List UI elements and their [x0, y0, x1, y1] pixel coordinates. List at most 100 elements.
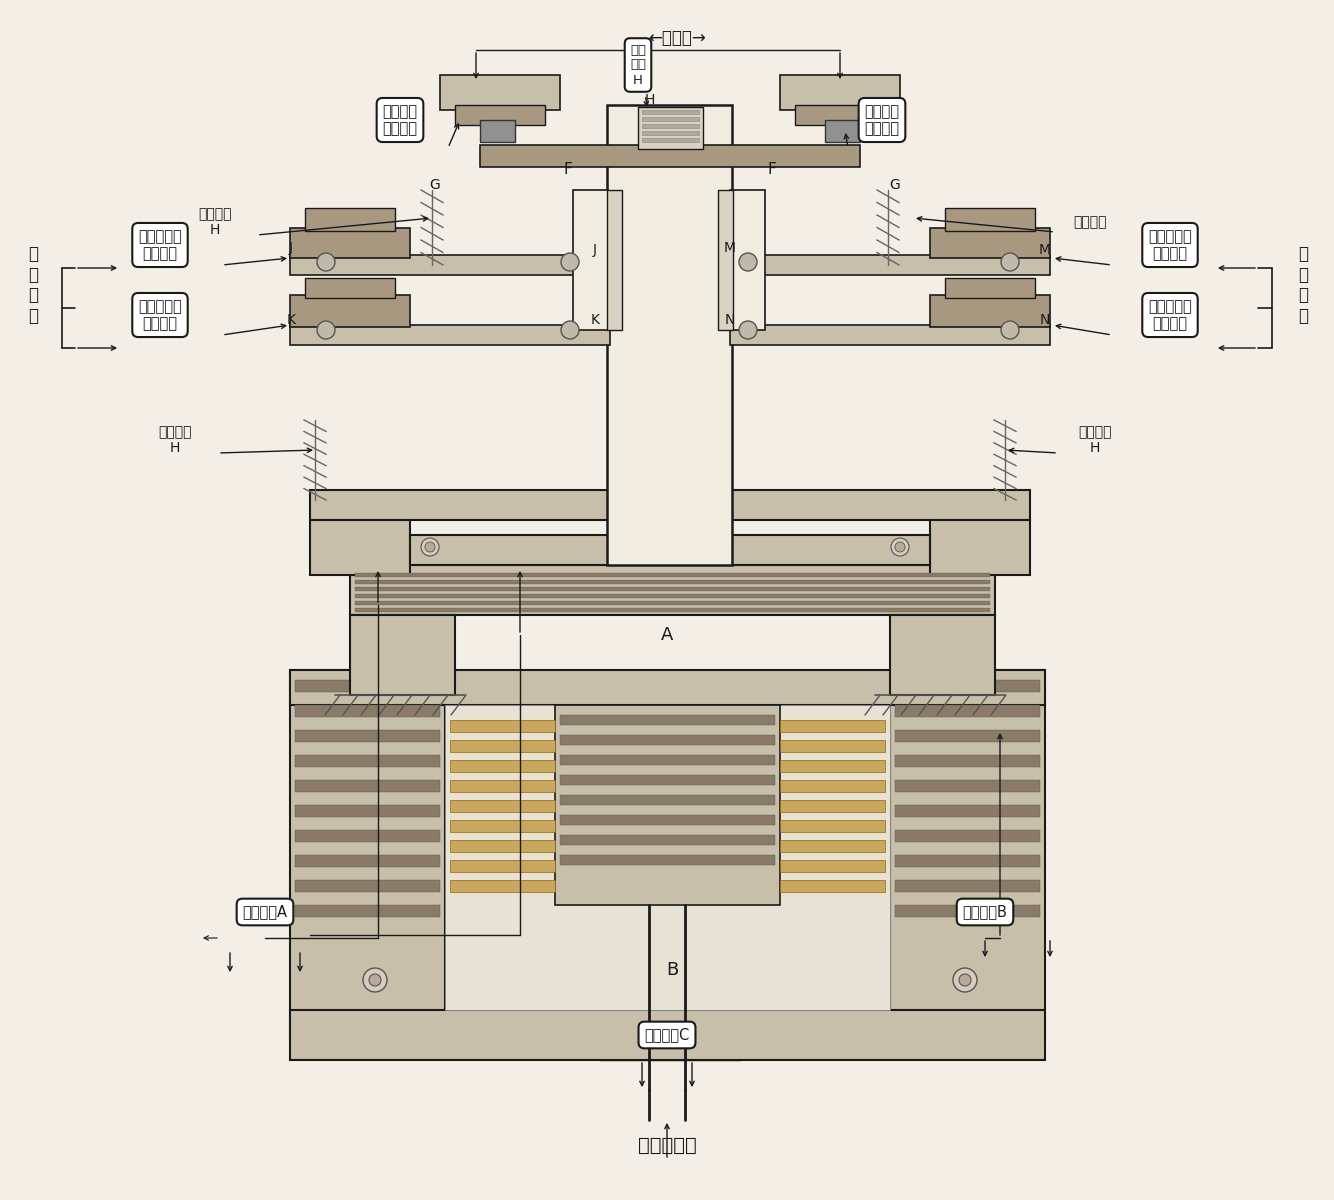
Polygon shape — [350, 565, 995, 614]
Polygon shape — [289, 254, 610, 275]
Polygon shape — [895, 680, 1041, 692]
Polygon shape — [305, 278, 395, 298]
Circle shape — [895, 542, 904, 552]
Circle shape — [959, 974, 971, 986]
Polygon shape — [780, 860, 884, 872]
Polygon shape — [350, 614, 455, 695]
Polygon shape — [780, 760, 884, 772]
Polygon shape — [895, 730, 1041, 742]
Text: 还原弹簧
H: 还原弹簧 H — [1078, 425, 1111, 455]
Polygon shape — [944, 208, 1035, 230]
Polygon shape — [824, 120, 860, 142]
Polygon shape — [355, 587, 990, 590]
Circle shape — [739, 320, 756, 338]
Polygon shape — [295, 830, 440, 842]
Text: 还原
弹簧
H: 还原 弹簧 H — [630, 43, 646, 86]
Text: F: F — [564, 162, 572, 178]
Polygon shape — [642, 110, 699, 114]
Polygon shape — [355, 601, 990, 605]
Polygon shape — [295, 680, 440, 692]
Polygon shape — [780, 780, 884, 792]
Text: M: M — [1039, 242, 1051, 257]
Text: 辅
助
触
头: 辅 助 触 头 — [1298, 245, 1309, 325]
Text: 辅助触头的
可动触头: 辅助触头的 可动触头 — [1149, 229, 1191, 262]
Polygon shape — [780, 74, 900, 110]
Text: 固定铁心B: 固定铁心B — [963, 905, 1007, 919]
Polygon shape — [638, 107, 703, 149]
Circle shape — [1000, 253, 1019, 271]
Text: H: H — [644, 92, 655, 107]
Text: ←主触头→: ←主触头→ — [648, 29, 706, 47]
Polygon shape — [480, 120, 515, 142]
Polygon shape — [560, 775, 775, 785]
Polygon shape — [895, 704, 1041, 716]
Polygon shape — [890, 670, 1045, 1040]
Polygon shape — [295, 730, 440, 742]
Text: 辅助触头的
固定触头: 辅助触头的 固定触头 — [139, 299, 181, 331]
Polygon shape — [718, 190, 732, 330]
Text: 辅
助
触
头: 辅 助 触 头 — [28, 245, 37, 325]
Polygon shape — [440, 74, 560, 110]
Text: M: M — [724, 241, 736, 254]
Polygon shape — [355, 580, 990, 584]
Polygon shape — [289, 295, 410, 326]
Polygon shape — [890, 614, 995, 695]
Text: 辅助触头的
可动触头: 辅助触头的 可动触头 — [139, 229, 181, 262]
Polygon shape — [309, 490, 1030, 520]
Circle shape — [562, 320, 579, 338]
Circle shape — [370, 974, 382, 986]
Polygon shape — [289, 670, 446, 1040]
Polygon shape — [730, 254, 1050, 275]
Circle shape — [562, 253, 579, 271]
Text: N: N — [1039, 313, 1050, 326]
Circle shape — [952, 968, 976, 992]
Polygon shape — [295, 755, 440, 767]
Circle shape — [317, 253, 335, 271]
Polygon shape — [607, 190, 622, 330]
Text: N: N — [724, 313, 735, 326]
Polygon shape — [480, 145, 860, 167]
Text: K: K — [287, 313, 296, 326]
Text: 电磁线圈C: 电磁线圈C — [644, 1027, 690, 1043]
Polygon shape — [455, 104, 546, 125]
Polygon shape — [295, 780, 440, 792]
Polygon shape — [895, 805, 1041, 817]
Polygon shape — [642, 116, 699, 121]
Polygon shape — [930, 228, 1050, 258]
Polygon shape — [642, 124, 699, 128]
Polygon shape — [795, 104, 884, 125]
Polygon shape — [560, 715, 775, 725]
Polygon shape — [555, 704, 780, 905]
Polygon shape — [355, 594, 990, 598]
Polygon shape — [289, 670, 1045, 704]
Polygon shape — [607, 104, 732, 565]
Text: G: G — [430, 178, 440, 192]
Circle shape — [739, 253, 756, 271]
Circle shape — [363, 968, 387, 992]
Polygon shape — [450, 880, 555, 892]
Polygon shape — [295, 704, 440, 716]
Text: J: J — [289, 241, 293, 254]
Polygon shape — [560, 815, 775, 826]
Circle shape — [1000, 320, 1019, 338]
Text: 辅助触头的
固定触头: 辅助触头的 固定触头 — [1149, 299, 1191, 331]
Circle shape — [426, 542, 435, 552]
Polygon shape — [410, 535, 930, 565]
Polygon shape — [780, 720, 884, 732]
Polygon shape — [309, 520, 410, 575]
Polygon shape — [730, 190, 764, 330]
Polygon shape — [780, 840, 884, 852]
Text: 主触头的
可动触头: 主触头的 可动触头 — [864, 103, 899, 136]
Polygon shape — [450, 740, 555, 752]
Circle shape — [422, 538, 439, 556]
Polygon shape — [780, 740, 884, 752]
Text: 控制电磁铁: 控制电磁铁 — [638, 1135, 696, 1154]
Polygon shape — [895, 755, 1041, 767]
Polygon shape — [450, 760, 555, 772]
Text: 还原弹簧: 还原弹簧 — [1074, 215, 1107, 229]
Polygon shape — [450, 860, 555, 872]
Text: J: J — [594, 242, 598, 257]
Text: K: K — [591, 313, 599, 326]
Text: G: G — [890, 178, 900, 192]
Polygon shape — [780, 800, 884, 812]
